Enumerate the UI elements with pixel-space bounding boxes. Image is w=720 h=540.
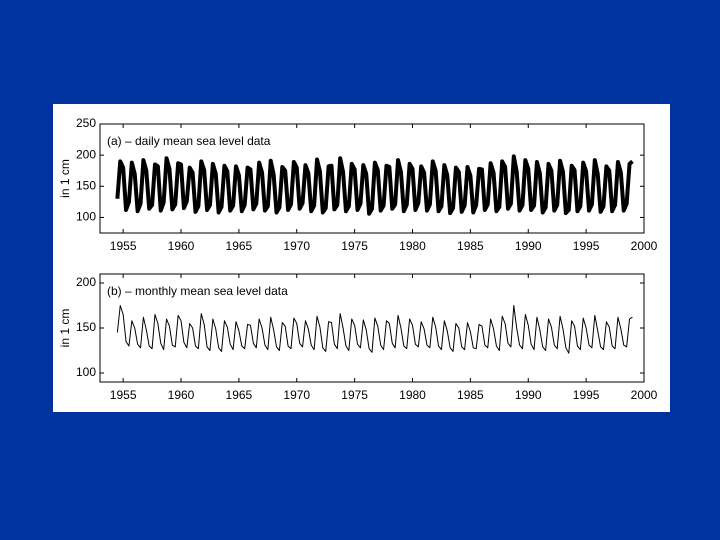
y-tick-label: 150 [76, 320, 96, 334]
figure-panel [53, 104, 670, 412]
y-tick-label: 250 [76, 116, 96, 130]
data-line [116, 305, 633, 354]
x-tick-label: 1975 [341, 388, 368, 402]
x-tick-label: 1995 [573, 239, 600, 253]
y-tick-label: 100 [76, 365, 96, 379]
x-tick-label: 1970 [283, 388, 310, 402]
x-tick-label: 1990 [515, 388, 542, 402]
x-tick-label: 1955 [110, 239, 137, 253]
plot-frame [99, 123, 645, 234]
x-tick-label: 1965 [226, 388, 253, 402]
x-tick-label: 1990 [515, 239, 542, 253]
chart-title: (a) – daily mean sea level data [107, 134, 271, 148]
x-tick-label: 1960 [168, 239, 195, 253]
y-tick-label: 150 [76, 178, 96, 192]
x-tick-label: 1985 [457, 388, 484, 402]
x-tick-label: 1980 [399, 388, 426, 402]
y-axis-label: in 1 cm [58, 159, 72, 198]
x-tick-label: 1975 [341, 239, 368, 253]
data-line [115, 154, 634, 216]
x-tick-label: 1965 [226, 239, 253, 253]
y-axis-label: in 1 cm [58, 309, 72, 348]
x-tick-label: 2000 [631, 388, 658, 402]
y-tick-label: 200 [76, 275, 96, 289]
x-tick-label: 1985 [457, 239, 484, 253]
x-tick-label: 1960 [168, 388, 195, 402]
x-tick-label: 1995 [573, 388, 600, 402]
chart-title: (b) – monthly mean sea level data [107, 284, 288, 298]
charts: 100 150 200 250 1955 1960 1965 1970 1975 1980 1985… [58, 116, 657, 402]
x-tick-label: 1980 [399, 239, 426, 253]
y-tick-label: 200 [76, 147, 96, 161]
x-tick-label: 1955 [110, 388, 137, 402]
x-tick-label: 2000 [631, 239, 658, 253]
y-tick-label: 100 [76, 210, 96, 224]
x-tick-label: 1970 [283, 239, 310, 253]
